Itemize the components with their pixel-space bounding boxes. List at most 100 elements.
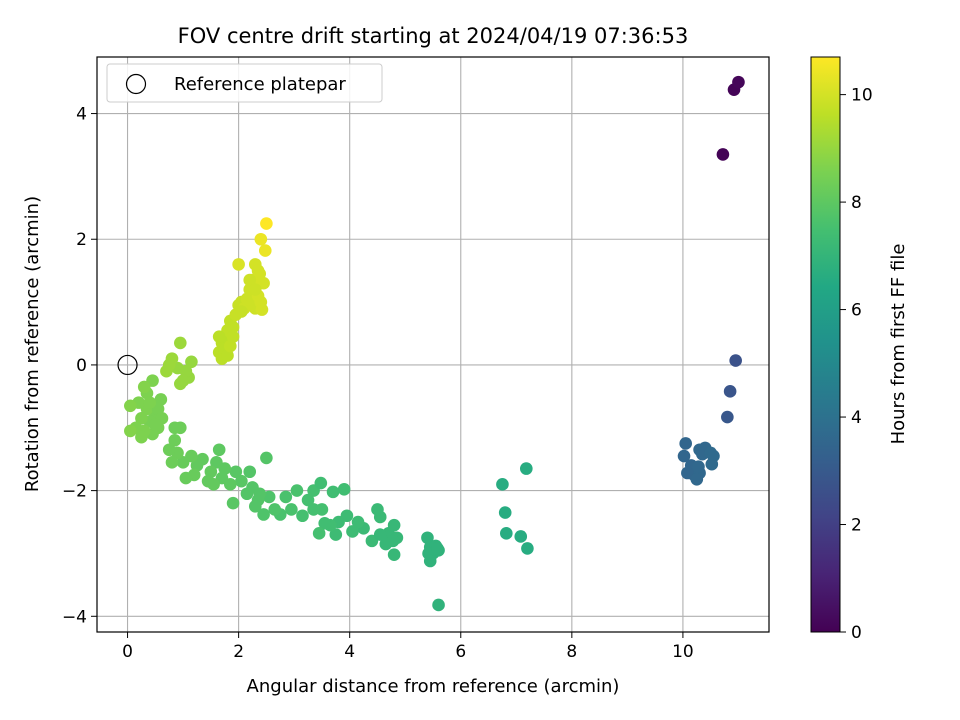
reference-platepar-marker bbox=[117, 354, 138, 376]
x-axis-ticks: 0 2 4 6 8 10 bbox=[122, 632, 694, 662]
data-point bbox=[279, 490, 293, 504]
data-point bbox=[226, 330, 240, 343]
data-point bbox=[496, 478, 509, 491]
data-point bbox=[387, 518, 401, 532]
x-tick-label: 0 bbox=[122, 642, 133, 662]
data-point bbox=[500, 527, 513, 540]
plot-frame bbox=[96, 56, 770, 633]
data-points bbox=[117, 75, 745, 612]
data-point bbox=[248, 283, 262, 296]
data-point bbox=[255, 303, 269, 316]
data-point bbox=[732, 75, 745, 89]
x-axis-label: Angular distance from reference (arcmin) bbox=[247, 676, 620, 697]
y-tick-label: −2 bbox=[62, 482, 87, 502]
data-point bbox=[301, 493, 315, 507]
y-tick-label: 2 bbox=[76, 230, 87, 250]
data-point bbox=[326, 485, 340, 499]
data-point bbox=[243, 465, 257, 479]
data-point bbox=[679, 437, 692, 450]
data-point bbox=[290, 484, 304, 497]
data-point bbox=[210, 456, 223, 469]
data-point bbox=[705, 457, 719, 471]
x-tick-label: 10 bbox=[672, 642, 694, 662]
data-point bbox=[235, 474, 248, 488]
data-point bbox=[168, 421, 182, 435]
colorbar-ticks: 0 2 4 6 8 10 bbox=[840, 86, 873, 643]
data-point bbox=[212, 330, 226, 343]
data-point bbox=[254, 232, 268, 246]
data-point bbox=[314, 476, 328, 490]
data-point bbox=[729, 354, 742, 367]
data-point bbox=[251, 264, 265, 277]
data-point bbox=[135, 430, 148, 444]
data-point bbox=[162, 443, 176, 457]
data-point bbox=[135, 412, 148, 425]
data-point bbox=[253, 487, 267, 501]
data-point bbox=[346, 525, 359, 538]
legend-label-reference: Reference platepar bbox=[174, 74, 346, 95]
data-point bbox=[387, 548, 401, 562]
y-tick-label: −4 bbox=[62, 607, 87, 627]
data-point bbox=[692, 460, 705, 474]
colorbar-tick-label: 2 bbox=[851, 516, 862, 536]
data-point bbox=[160, 364, 173, 378]
legend-marker-reference bbox=[125, 73, 147, 95]
data-point bbox=[373, 528, 387, 541]
data-point bbox=[143, 396, 157, 409]
data-point bbox=[258, 244, 272, 257]
data-point bbox=[124, 424, 137, 438]
data-point bbox=[723, 385, 737, 398]
data-point bbox=[721, 410, 734, 424]
colorbar bbox=[810, 56, 841, 633]
x-tick-label: 6 bbox=[455, 642, 466, 662]
data-point bbox=[318, 516, 332, 530]
data-point bbox=[307, 503, 320, 516]
legend-box bbox=[106, 63, 383, 103]
colorbar-tick-label: 0 bbox=[851, 623, 862, 643]
data-point bbox=[168, 434, 182, 447]
data-point bbox=[521, 542, 534, 555]
data-point bbox=[179, 471, 193, 485]
data-point bbox=[232, 258, 245, 271]
data-point bbox=[207, 478, 220, 491]
x-tick-label: 4 bbox=[344, 642, 355, 662]
data-point bbox=[176, 374, 190, 387]
data-point bbox=[498, 506, 512, 519]
data-point bbox=[174, 336, 187, 350]
data-point bbox=[423, 554, 437, 568]
data-point bbox=[185, 355, 198, 369]
data-point bbox=[386, 534, 400, 548]
data-point bbox=[260, 451, 273, 465]
data-point bbox=[337, 483, 351, 496]
data-point bbox=[716, 148, 730, 161]
colorbar-tick-label: 10 bbox=[851, 86, 873, 106]
data-point bbox=[137, 380, 151, 394]
y-axis-ticks: −4 −2 0 2 4 bbox=[62, 105, 97, 627]
data-point bbox=[226, 496, 240, 510]
data-point bbox=[296, 509, 309, 523]
data-point bbox=[514, 530, 528, 543]
data-point bbox=[268, 503, 282, 516]
colorbar-tick-label: 8 bbox=[851, 193, 862, 213]
data-point bbox=[176, 456, 190, 469]
x-tick-label: 2 bbox=[233, 642, 244, 662]
data-point bbox=[371, 503, 384, 516]
data-point bbox=[431, 542, 444, 555]
data-point bbox=[260, 217, 273, 230]
data-point bbox=[229, 465, 243, 479]
data-point bbox=[520, 462, 533, 475]
data-point bbox=[677, 449, 691, 463]
data-point bbox=[235, 305, 248, 318]
data-point bbox=[351, 515, 365, 529]
data-point bbox=[226, 320, 240, 334]
colorbar-tick-label: 6 bbox=[851, 301, 862, 321]
data-point bbox=[124, 399, 137, 413]
colorbar-label: Hours from first FF file bbox=[888, 244, 909, 445]
legend: Reference platepar bbox=[106, 63, 383, 103]
colorbar-tick-label: 4 bbox=[851, 408, 862, 428]
y-tick-label: 4 bbox=[76, 105, 87, 125]
y-axis-label: Rotation from reference (arcmin) bbox=[22, 196, 43, 492]
data-point bbox=[285, 503, 298, 516]
data-point bbox=[149, 418, 162, 431]
